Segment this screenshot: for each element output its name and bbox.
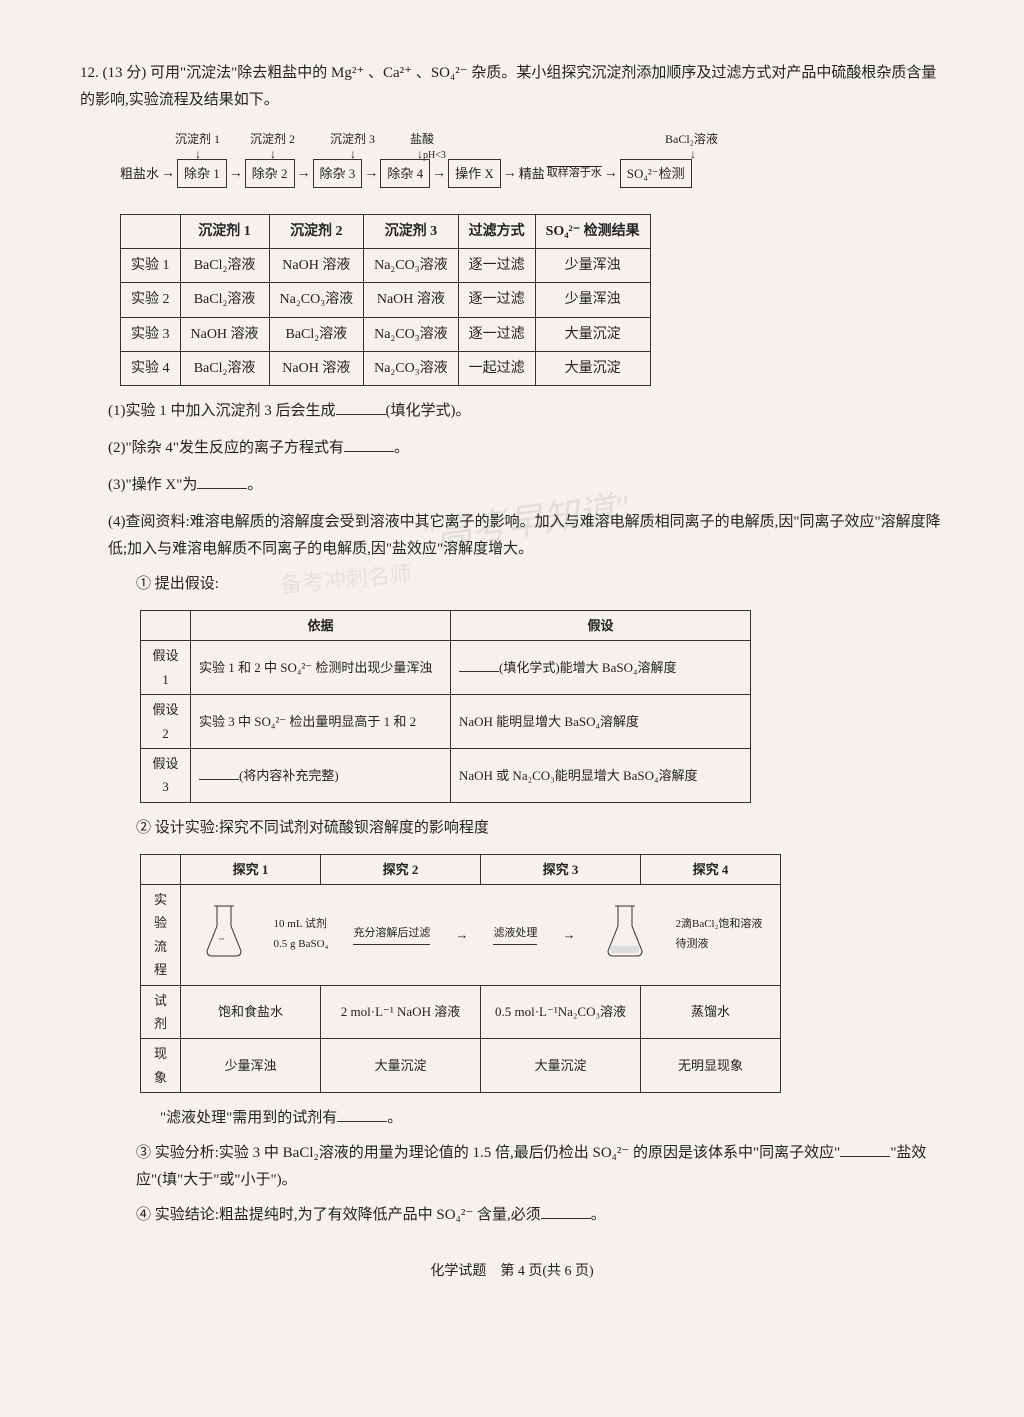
table-row: 实验 2BaCl₂溶液Na₂CO₃溶液NaOH 溶液逐一过滤少量浑浊 <box>121 283 651 317</box>
sub-q4: (4)查阅资料:难溶电解质的溶解度会受到溶液中其它离子的影响。加入与难溶电解质相… <box>108 509 944 563</box>
circle-4: ④ 实验结论:粗盐提纯时,为了有效降低产品中 SO₄²⁻ 含量,必须。 <box>136 1202 944 1229</box>
blank[interactable] <box>336 400 386 415</box>
circle-3: ③ 实验分析:实验 3 中 BaCl₂溶液的用量为理论值的 1.5 倍,最后仍检… <box>136 1140 944 1194</box>
flow-diagram: 沉淀剂 1 ↓ 沉淀剂 2 ↓ 沉淀剂 3 ↓ 盐酸 ↓pH<3 BaCl₂溶液… <box>120 129 944 199</box>
q-number: 12. <box>80 65 99 81</box>
sub-q3: (3)"操作 X"为。 <box>108 472 944 499</box>
table-row: 实验 3NaOH 溶液BaCl₂溶液Na₂CO₃溶液逐一过滤大量沉淀 <box>121 317 651 351</box>
filtrate-line: "滤液处理"需用到的试剂有。 <box>160 1105 944 1132</box>
flask-icon <box>600 901 650 968</box>
page-content: 12. (13 分) 可用"沉淀法"除去粗盐中的 Mg²⁺ 、Ca²⁺ 、SO₄… <box>80 60 944 1284</box>
sub-q1: (1)实验 1 中加入沉淀剂 3 后会生成(填化学式)。 <box>108 398 944 425</box>
flow-cell: ◦◦ 10 mL 试剂 0.5 g BaSO₄ 充分溶解后过滤→ 滤液处理→ 2… <box>181 885 781 986</box>
table-header-row: 沉淀剂 1 沉淀剂 2 沉淀剂 3 过滤方式 SO₄²⁻ 检测结果 <box>121 215 651 249</box>
q-text: 可用"沉淀法"除去粗盐中的 Mg²⁺ 、Ca²⁺ 、SO₄²⁻ 杂质。某小组探究… <box>80 65 936 108</box>
q-points: (13 分) <box>103 65 147 81</box>
blank[interactable] <box>541 1204 591 1219</box>
design-table: 探究 1 探究 2 探究 3 探究 4 实验流程 ◦◦ 10 mL 试剂 0.5… <box>140 854 781 1094</box>
blank[interactable] <box>840 1142 890 1157</box>
experiment-table: 沉淀剂 1 沉淀剂 2 沉淀剂 3 过滤方式 SO₄²⁻ 检测结果 实验 1Ba… <box>120 214 651 386</box>
circle-1: ① 提出假设: <box>136 571 944 598</box>
hypothesis-table: 依据假设 假设 1实验 1 和 2 中 SO₄²⁻ 检测时出现少量浑浊(填化学式… <box>140 610 751 803</box>
svg-text:◦◦: ◦◦ <box>219 935 224 943</box>
table-row: 实验 4BaCl₂溶液NaOH 溶液Na₂CO₃溶液一起过滤大量沉淀 <box>121 351 651 385</box>
circle-2: ② 设计实验:探究不同试剂对硫酸钡溶解度的影响程度 <box>136 815 944 842</box>
page-footer: 化学试题 第 4 页(共 6 页) <box>80 1259 944 1284</box>
blank[interactable] <box>197 474 247 489</box>
table-row: 实验 1BaCl₂溶液NaOH 溶液Na₂CO₃溶液逐一过滤少量浑浊 <box>121 249 651 283</box>
sub-q2: (2)"除杂 4"发生反应的离子方程式有。 <box>108 435 944 462</box>
blank[interactable] <box>344 437 394 452</box>
flask-icon: ◦◦ <box>199 901 249 968</box>
question-intro: 12. (13 分) 可用"沉淀法"除去粗盐中的 Mg²⁺ 、Ca²⁺ 、SO₄… <box>80 60 944 114</box>
blank[interactable] <box>337 1107 387 1122</box>
